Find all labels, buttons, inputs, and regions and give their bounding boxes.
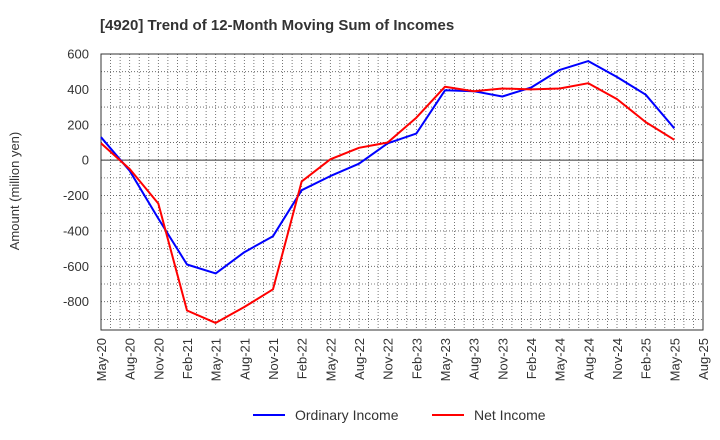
x-tick-label: May-23 <box>438 338 453 381</box>
x-tick-label: Aug-20 <box>123 338 138 380</box>
series-lines <box>100 60 676 324</box>
x-tick-label: Feb-23 <box>409 338 424 379</box>
x-tick-label: Aug-23 <box>467 338 482 380</box>
x-tick-label: Nov-23 <box>495 338 510 380</box>
grid <box>101 54 703 330</box>
x-tick-label: Aug-25 <box>696 338 711 380</box>
x-tick-label: Feb-22 <box>295 338 310 379</box>
x-tick-label: Feb-21 <box>180 338 195 379</box>
chart-title: [4920] Trend of 12-Month Moving Sum of I… <box>100 17 454 34</box>
x-tick-label: Nov-22 <box>381 338 396 380</box>
x-tick-label: Feb-24 <box>524 338 539 379</box>
y-tick-label: -600 <box>63 259 89 274</box>
x-tick-label: Aug-24 <box>581 338 596 380</box>
plot-frame <box>100 53 704 331</box>
y-tick-label: 400 <box>67 82 89 97</box>
legend: Ordinary Income Net Income <box>253 407 546 423</box>
x-tick-label: May-20 <box>94 338 109 381</box>
y-axis-ticks: 600 400 200 0 -200 -400 -600 -800 <box>63 47 89 310</box>
y-tick-label: 0 <box>82 153 89 168</box>
x-tick-label: Feb-25 <box>639 338 654 379</box>
x-tick-label: May-21 <box>209 338 224 381</box>
legend-label: Ordinary Income <box>295 407 399 423</box>
y-tick-label: -200 <box>63 188 89 203</box>
x-tick-label: Nov-20 <box>151 338 166 380</box>
y-tick-label: -800 <box>63 294 89 309</box>
y-axis-label: Amount (million yen) <box>7 132 22 251</box>
series-line-net-income <box>100 82 675 324</box>
y-tick-label: -400 <box>63 223 89 238</box>
y-tick-label: 600 <box>67 47 89 62</box>
x-tick-label: May-25 <box>667 338 682 381</box>
x-tick-label: May-24 <box>553 338 568 381</box>
x-tick-label: Nov-24 <box>610 338 625 380</box>
x-tick-label: Aug-22 <box>352 338 367 380</box>
x-tick-label: Aug-21 <box>237 338 252 380</box>
x-tick-label: Nov-21 <box>266 338 281 380</box>
x-axis-ticks: May-20 Aug-20 Nov-20 Feb-21 May-21 Aug-21 Nov-… <box>94 338 711 381</box>
legend-label: Net Income <box>474 407 546 423</box>
x-tick-label: May-22 <box>323 338 338 381</box>
y-tick-label: 200 <box>67 117 89 132</box>
series-line-ordinary-income <box>100 60 676 275</box>
